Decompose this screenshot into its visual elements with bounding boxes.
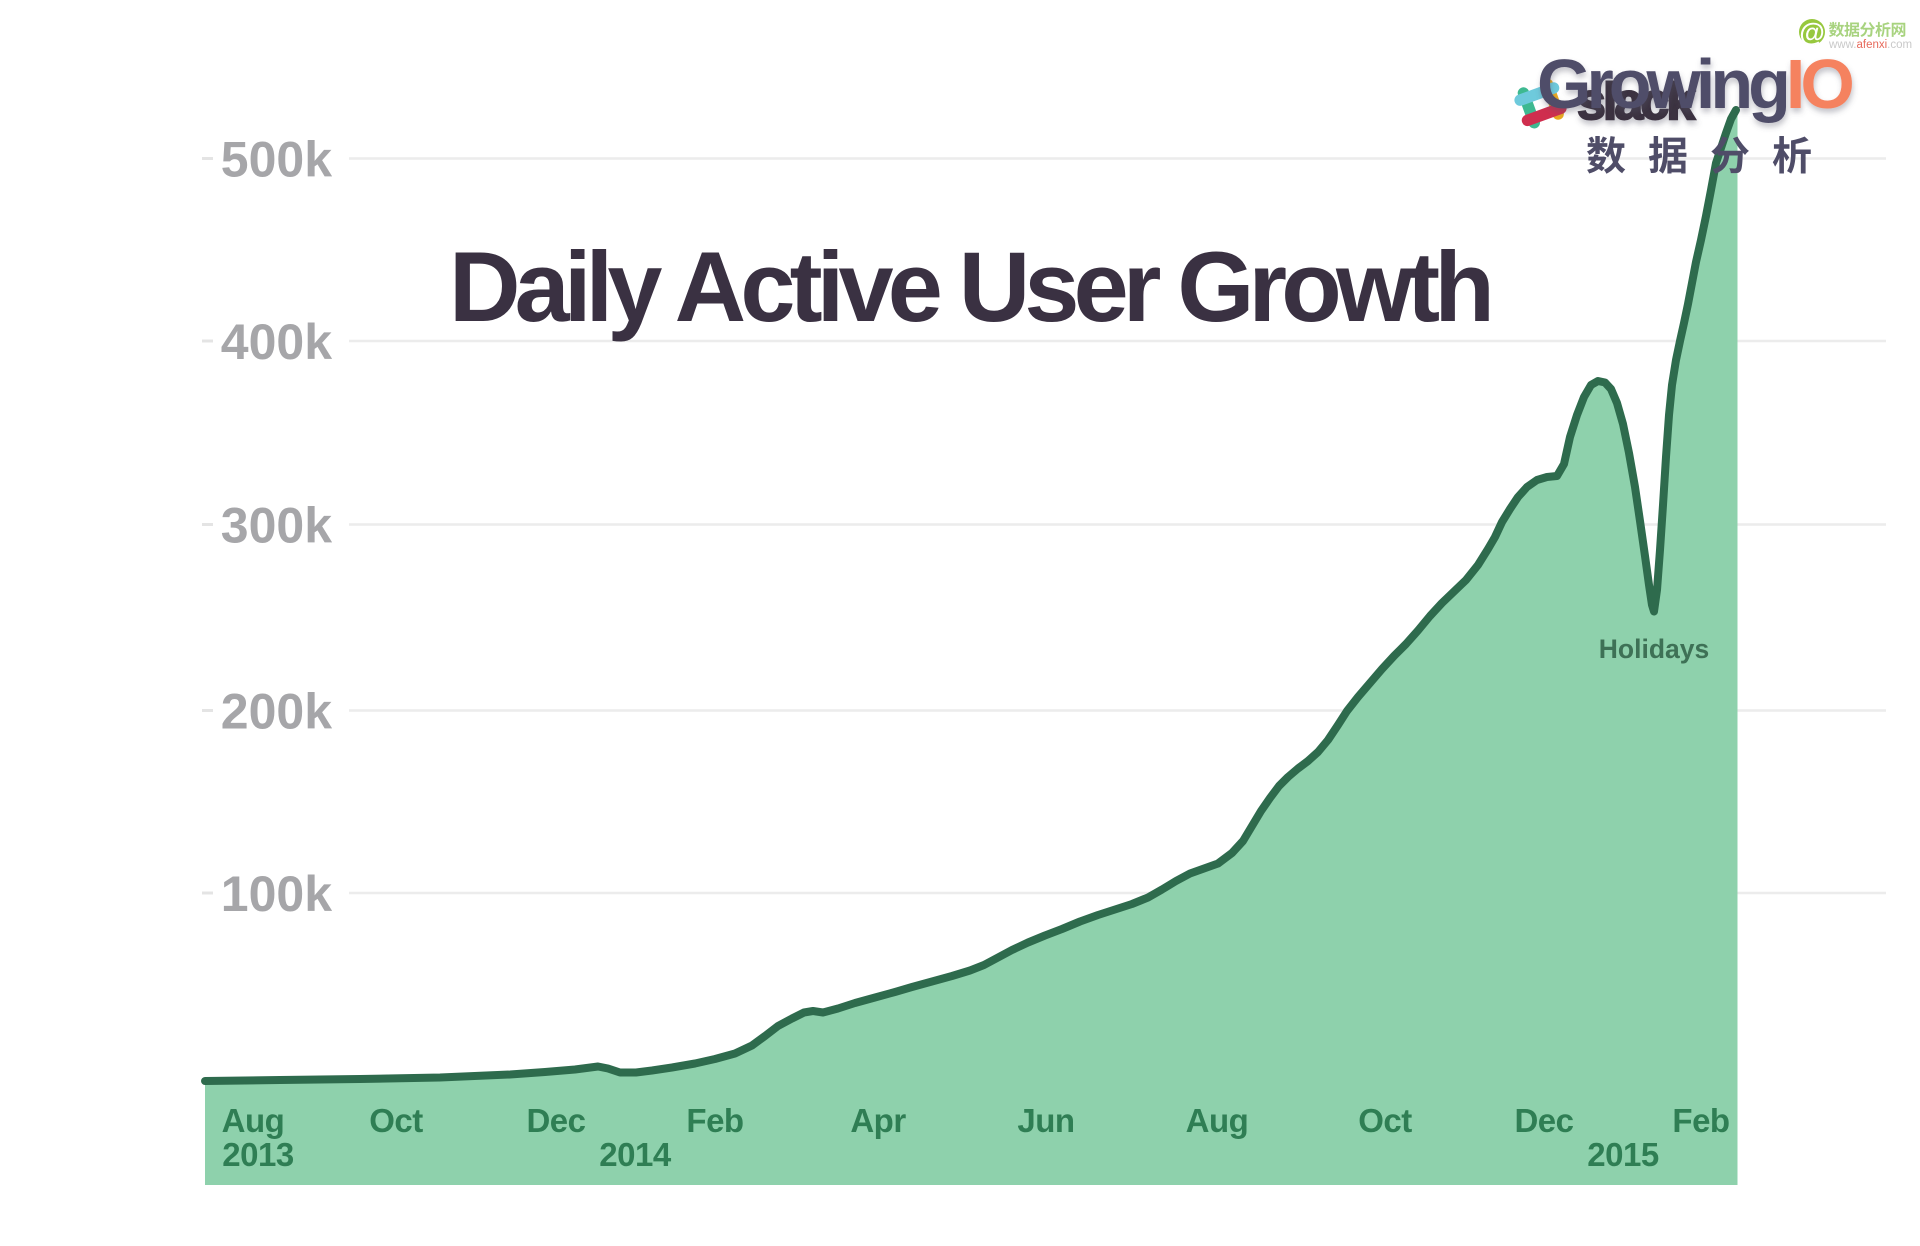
svg-text:500k: 500k xyxy=(221,132,332,188)
svg-text:Feb: Feb xyxy=(1672,1102,1729,1139)
svg-text:Holidays: Holidays xyxy=(1599,634,1709,664)
svg-text:Apr: Apr xyxy=(850,1102,906,1139)
svg-text:Oct: Oct xyxy=(1358,1102,1412,1139)
svg-text:Jun: Jun xyxy=(1017,1102,1074,1139)
svg-text:@: @ xyxy=(1799,17,1824,47)
svg-text:400k: 400k xyxy=(221,314,332,370)
svg-text:slack: slack xyxy=(1577,73,1695,131)
svg-text:Feb: Feb xyxy=(686,1102,743,1139)
svg-text:100k: 100k xyxy=(221,866,332,922)
svg-text:2014: 2014 xyxy=(599,1136,672,1173)
svg-text:Oct: Oct xyxy=(369,1102,423,1139)
svg-text:Aug: Aug xyxy=(1186,1102,1249,1139)
svg-text:2013: 2013 xyxy=(222,1136,294,1173)
svg-text:Aug: Aug xyxy=(222,1102,285,1139)
svg-text:Dec: Dec xyxy=(1514,1102,1573,1139)
svg-text:Dec: Dec xyxy=(526,1102,585,1139)
svg-text:300k: 300k xyxy=(221,498,332,554)
svg-text:2015: 2015 xyxy=(1587,1136,1659,1173)
svg-text:200k: 200k xyxy=(221,684,332,740)
svg-text:www.afenxi.com: www.afenxi.com xyxy=(1828,39,1912,51)
svg-text:GrowingIO: GrowingIO xyxy=(1537,45,1852,123)
svg-text:Daily Active User Growth: Daily Active User Growth xyxy=(449,231,1489,342)
